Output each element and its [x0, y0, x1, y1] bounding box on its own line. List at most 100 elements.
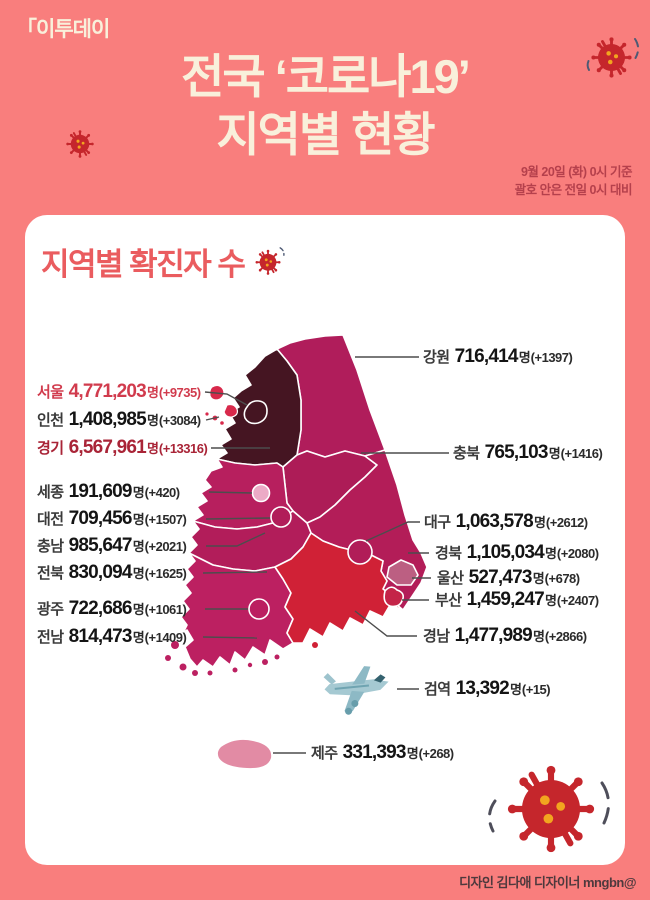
region-name: 대전: [37, 511, 64, 528]
region-stat-gyeonggi: 경기 6,567,961 명 (+13316): [37, 437, 208, 459]
date-line1: 9월 20일 (화) 0시 기준: [520, 165, 633, 179]
region-value: 722,686: [68, 598, 133, 619]
region-name: 경기: [37, 440, 64, 457]
region-stat-chungbuk: 충북 765,103 명 (+1416): [453, 442, 603, 464]
region-delta: (+2407): [556, 593, 599, 608]
leader-line-gyeongnam: [354, 610, 417, 637]
region-name: 충북: [453, 445, 480, 462]
region-stat-chungnam: 충남 985,647 명 (+2021): [37, 535, 187, 557]
region-unit: 명: [132, 539, 145, 554]
region-stat-gyeongnam: 경남 1,477,989 명 (+2866): [423, 625, 587, 647]
leader-line-sejong: [208, 491, 253, 494]
region-delta: (+1061): [144, 602, 187, 617]
map-region-jeju: [217, 739, 272, 769]
region-delta: (+420): [144, 485, 180, 500]
leader-line-seoul: [204, 391, 248, 406]
region-name: 경북: [435, 545, 462, 562]
region-stat-gwangju: 광주 722,686 명 (+1061): [37, 598, 187, 620]
region-delta: (+15): [521, 682, 551, 697]
region-value: 814,473: [68, 626, 133, 647]
region-delta: (+678): [544, 571, 580, 586]
region-value: 709,456: [68, 508, 133, 529]
region-unit: 명: [509, 682, 522, 697]
page-title-line1: 전국 ‘코로나19’: [181, 50, 471, 103]
region-stat-ulsan: 울산 527,473 명 (+678): [437, 567, 580, 589]
region-stat-gangwon: 강원 716,414 명 (+1397): [423, 346, 573, 368]
map-region-daejeon: [270, 506, 292, 528]
region-unit: 명: [132, 566, 145, 581]
region-value: 1,477,989: [454, 625, 533, 646]
region-stat-busan: 부산 1,459,247 명 (+2407): [435, 589, 599, 611]
region-stat-jeonbuk: 전북 830,094 명 (+1625): [37, 562, 187, 584]
region-value: 6,567,961: [68, 437, 147, 458]
region-delta: (+9735): [158, 385, 201, 400]
region-delta: (+1625): [144, 566, 187, 581]
virus-icon-bottom: [488, 757, 610, 862]
region-delta: (+1409): [144, 630, 187, 645]
stats-card: 지역별 확진자 수: [25, 215, 625, 865]
date-line2: 괄호 안은 전일 0시 대비: [514, 183, 633, 197]
region-unit: 명: [533, 515, 546, 530]
leader-line-daegu: [365, 521, 420, 542]
page-title-line2: 지역별 현황: [216, 108, 435, 161]
region-value: 830,094: [68, 562, 133, 583]
region-value: 1,459,247: [466, 589, 545, 610]
region-delta: (+2021): [144, 539, 187, 554]
region-value: 1,063,578: [455, 511, 534, 532]
leader-line-chungnam: [206, 532, 266, 547]
region-stat-daejeon: 대전 709,456 명 (+1507): [37, 508, 187, 530]
region-unit: 명: [146, 385, 159, 400]
region-value: 4,771,203: [68, 381, 147, 402]
dashed-arc: [488, 799, 497, 833]
map-region-ulsan: [386, 559, 419, 586]
region-unit: 명: [132, 630, 145, 645]
date-note: 9월 20일 (화) 0시 기준 괄호 안은 전일 0시 대비: [514, 163, 633, 199]
region-stat-daegu: 대구 1,063,578 명 (+2612): [424, 511, 588, 533]
region-unit: 명: [544, 593, 557, 608]
region-name: 경남: [423, 628, 450, 645]
region-delta: (+2080): [556, 546, 599, 561]
leader-line-jeonbuk: [202, 571, 268, 574]
region-name: 검역: [424, 681, 451, 698]
region-name: 인천: [37, 412, 64, 429]
region-name: 부산: [435, 592, 462, 609]
region-unit: 명: [132, 602, 145, 617]
region-stat-seoul: 서울 4,771,203 명 (+9735): [37, 381, 201, 403]
region-stat-incheon: 인천 1,408,985 명 (+3084): [37, 409, 201, 431]
region-name: 울산: [437, 570, 464, 587]
region-unit: 명: [146, 441, 159, 456]
leader-line-jeonnam: [202, 636, 258, 639]
region-unit: 명: [132, 485, 145, 500]
region-stat-sejong: 세종 191,609 명 (+420): [37, 481, 180, 503]
region-value: 13,392: [455, 678, 510, 699]
region-value: 1,105,034: [466, 542, 545, 563]
region-delta: (+13316): [158, 441, 208, 456]
region-delta: (+268): [418, 746, 454, 761]
region-stat-gyeongbuk: 경북 1,105,034 명 (+2080): [435, 542, 599, 564]
region-name: 충남: [37, 538, 64, 555]
dashed-arc: [634, 38, 640, 59]
region-delta: (+2612): [545, 515, 588, 530]
card-heading-text: 지역별 확진자 수: [41, 247, 246, 282]
region-name: 강원: [423, 349, 450, 366]
region-delta: (+2866): [544, 629, 587, 644]
region-unit: 명: [132, 512, 145, 527]
region-name: 대구: [424, 514, 451, 531]
map-region-daegu: [347, 539, 373, 565]
region-stat-geomyeok: 검역 13,392 명 (+15): [424, 678, 551, 700]
brand-logo: 「이투데이: [16, 18, 110, 41]
region-value: 1,408,985: [68, 409, 147, 430]
region-unit: 명: [532, 571, 545, 586]
region-delta: (+1397): [530, 350, 573, 365]
map-region-gwangju: [248, 598, 270, 620]
map-islands: [165, 641, 318, 676]
virus-icon-heading: [255, 246, 285, 276]
leader-line-daejeon: [205, 517, 271, 520]
region-name: 전북: [37, 565, 64, 582]
virus-icon-top-right: [586, 35, 640, 80]
page-title: 전국 ‘코로나19’ 지역별 현황: [0, 48, 650, 164]
region-value: 331,393: [342, 742, 407, 763]
leader-line-incheon: [205, 416, 220, 421]
region-name: 세종: [37, 484, 64, 501]
